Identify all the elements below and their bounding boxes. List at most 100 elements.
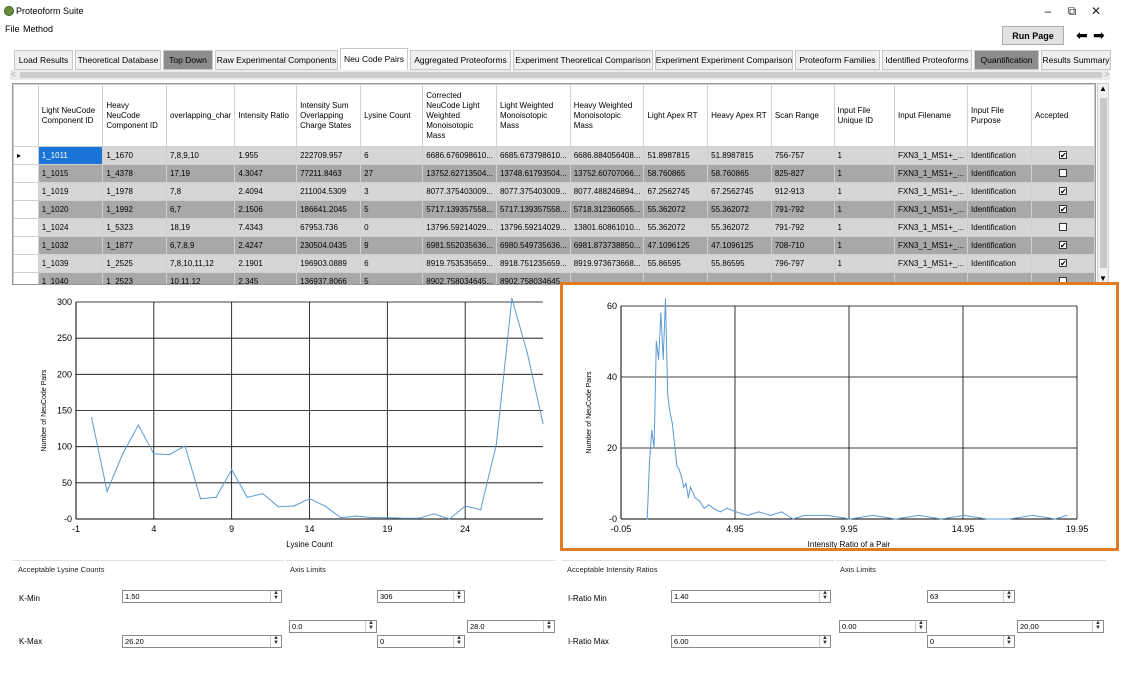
table-row[interactable]: 1_1019 1_1978 7,8 2.4094 211004.5309 3 8077.37… <box>13 182 1095 201</box>
table-cell[interactable]: FXN3_1_MS1+_... <box>893 218 969 237</box>
table-cell[interactable]: 8919.973673668... <box>569 254 645 273</box>
accepted-checkbox[interactable] <box>1058 222 1067 231</box>
table-cell[interactable]: 2.1506 <box>234 200 298 219</box>
table-cell[interactable]: 1_4378 <box>102 164 167 183</box>
ratio-xmax-stepper[interactable]: 20.00 ▲ ▼ <box>1017 620 1104 633</box>
table-cell[interactable]: 58.760865 <box>707 164 772 183</box>
table-cell[interactable]: FXN3_1_MS1+_... <box>893 200 969 219</box>
scroll-down-icon[interactable]: ▼ <box>1099 274 1107 283</box>
table-cell[interactable]: 13801.60861010... <box>569 218 645 237</box>
table-cell[interactable]: 2.1901 <box>234 254 298 273</box>
table-cell[interactable]: 8077.375403009... <box>495 182 571 201</box>
table-cell[interactable]: 796-797 <box>770 254 835 273</box>
table-cell[interactable]: 1_1019 <box>37 182 104 201</box>
table-cell[interactable]: 6 <box>360 146 424 165</box>
horizontal-scrollbar[interactable]: < > <box>10 70 1110 80</box>
maximize-icon[interactable]: ⧉ <box>1067 4 1077 18</box>
column-header[interactable]: Corrected NeuCode Light Weighted Monoiso… <box>422 84 497 147</box>
lysine-xmax-stepper[interactable]: 28.0 ▲ ▼ <box>467 620 555 633</box>
table-cell[interactable]: Identification <box>967 146 1032 165</box>
lysine-ymax-stepper[interactable]: 306 ▲ ▼ <box>377 590 465 603</box>
accepted-cell[interactable]: ✔ <box>1030 236 1095 255</box>
table-cell[interactable]: 13796.59214029... <box>422 218 497 237</box>
table-cell[interactable]: 6 <box>360 254 424 273</box>
tab-proteoform-families[interactable]: Proteoform Families <box>795 50 880 70</box>
back-arrow-icon[interactable]: ⬅ <box>1076 27 1088 43</box>
tab-experiment-theoretical-comparison[interactable]: Experiment Theoretical Comparison <box>513 50 653 70</box>
accepted-checkbox[interactable]: ✔ <box>1058 187 1067 196</box>
table-cell[interactable]: Identification <box>967 218 1032 237</box>
table-cell[interactable]: Identification <box>967 254 1032 273</box>
table-cell[interactable]: 9 <box>360 236 424 255</box>
table-cell[interactable]: 1_1011 <box>37 146 104 165</box>
accepted-cell[interactable] <box>1030 272 1095 284</box>
table-row[interactable]: 1_1040 1_2523 10,11,12 2.345 136937.8066 5 890… <box>13 272 1095 284</box>
table-cell[interactable]: 6981.552035636... <box>422 236 497 255</box>
table-cell[interactable]: 5717.139357558... <box>422 200 497 219</box>
table-cell[interactable]: 51.8987815 <box>643 146 709 165</box>
table-cell[interactable]: 6,7 <box>165 200 236 219</box>
table-cell[interactable]: 1 <box>833 218 895 237</box>
column-header[interactable]: Input File Purpose <box>967 84 1032 147</box>
table-cell[interactable]: 6981.873738850... <box>569 236 645 255</box>
stepper-arrows-icon[interactable]: ▲ ▼ <box>453 635 464 647</box>
table-cell[interactable]: Identification <box>967 182 1032 201</box>
table-cell[interactable]: 222709.957 <box>296 146 362 165</box>
table-cell[interactable]: 136937.8066 <box>296 272 362 284</box>
table-cell[interactable]: Identification <box>967 200 1032 219</box>
accepted-checkbox[interactable]: ✔ <box>1058 205 1067 214</box>
accepted-checkbox[interactable] <box>1058 168 1067 177</box>
table-cell[interactable]: 1_1032 <box>37 236 104 255</box>
table-cell[interactable]: 77211.8463 <box>296 164 362 183</box>
stepper-arrows-icon[interactable]: ▲ ▼ <box>453 590 464 602</box>
ratio-xmin-stepper[interactable]: 0.00 ▲ ▼ <box>839 620 927 633</box>
table-cell[interactable]: 2.4247 <box>234 236 298 255</box>
table-cell[interactable] <box>833 272 895 284</box>
table-cell[interactable]: 6980.549735636... <box>495 236 571 255</box>
lysine-ymin-stepper[interactable]: 0 ▲ ▼ <box>377 635 465 648</box>
table-cell[interactable]: 1_1877 <box>102 236 167 255</box>
table-cell[interactable] <box>569 272 645 284</box>
table-cell[interactable]: 8902.758034645... <box>495 272 571 284</box>
accepted-cell[interactable]: ✔ <box>1030 254 1095 273</box>
table-cell[interactable]: 1_1024 <box>37 218 104 237</box>
table-cell[interactable]: 67.2562745 <box>707 182 772 201</box>
column-header[interactable]: Input Filename <box>893 84 969 147</box>
ratio-ymax-stepper[interactable]: 63 ▲ ▼ <box>927 590 1015 603</box>
column-header[interactable]: overlapping_char <box>165 84 236 147</box>
accepted-cell[interactable]: ✔ <box>1030 146 1095 165</box>
table-row[interactable]: 1_1039 1_2525 7,8,10,11,12 2.1901 196903.088… <box>13 254 1095 273</box>
table-cell[interactable]: 1_1670 <box>102 146 167 165</box>
table-row[interactable]: 1_1020 1_1992 6,7 2.1506 186641.2045 5 5717.13… <box>13 200 1095 219</box>
vertical-scroll-thumb[interactable] <box>1100 98 1107 268</box>
table-cell[interactable]: 5718.312360565... <box>569 200 645 219</box>
table-cell[interactable]: 7,8,10,11,12 <box>165 254 236 273</box>
tab-top-down[interactable]: Top Down <box>163 50 213 70</box>
menu-method[interactable]: Method <box>23 24 54 34</box>
table-cell[interactable]: 230504.0435 <box>296 236 362 255</box>
table-row[interactable]: 1_1024 1_5323 18,19 7.4343 67953.736 0 13796.5… <box>13 218 1095 237</box>
row-header[interactable] <box>13 272 39 284</box>
stepper-arrows-icon[interactable]: ▲ ▼ <box>1003 635 1014 647</box>
accepted-checkbox[interactable]: ✔ <box>1058 151 1067 160</box>
table-cell[interactable]: 7,8,9,10 <box>165 146 236 165</box>
accepted-cell[interactable]: ✔ <box>1030 182 1095 201</box>
table-cell[interactable]: 17,19 <box>165 164 236 183</box>
table-cell[interactable]: 1_1020 <box>37 200 104 219</box>
table-row[interactable]: ▸ 1_1011 1_1670 7,8,9,10 1.955 222709.957 6 668… <box>13 146 1095 165</box>
table-cell[interactable]: 51.8987815 <box>707 146 772 165</box>
column-header[interactable]: Input File Unique ID <box>833 84 895 147</box>
row-header[interactable]: ▸ <box>13 146 39 165</box>
stepper-arrows-icon[interactable]: ▲ ▼ <box>270 635 281 647</box>
forward-arrow-icon[interactable]: ➡ <box>1093 27 1105 43</box>
table-cell[interactable]: 47.1096125 <box>707 236 772 255</box>
row-header[interactable] <box>13 182 39 201</box>
stepper-arrows-icon[interactable]: ▲ ▼ <box>1003 590 1014 602</box>
table-cell[interactable]: 58.760865 <box>643 164 709 183</box>
table-cell[interactable]: Identification <box>967 236 1032 255</box>
table-cell[interactable]: 186641.2045 <box>296 200 362 219</box>
table-cell[interactable]: 2.4094 <box>234 182 298 201</box>
scroll-thumb[interactable] <box>20 72 1102 78</box>
column-header[interactable]: Scan Range <box>770 84 835 147</box>
table-row[interactable]: 1_1032 1_1877 6,7,8,9 2.4247 230504.0435 9 698… <box>13 236 1095 255</box>
